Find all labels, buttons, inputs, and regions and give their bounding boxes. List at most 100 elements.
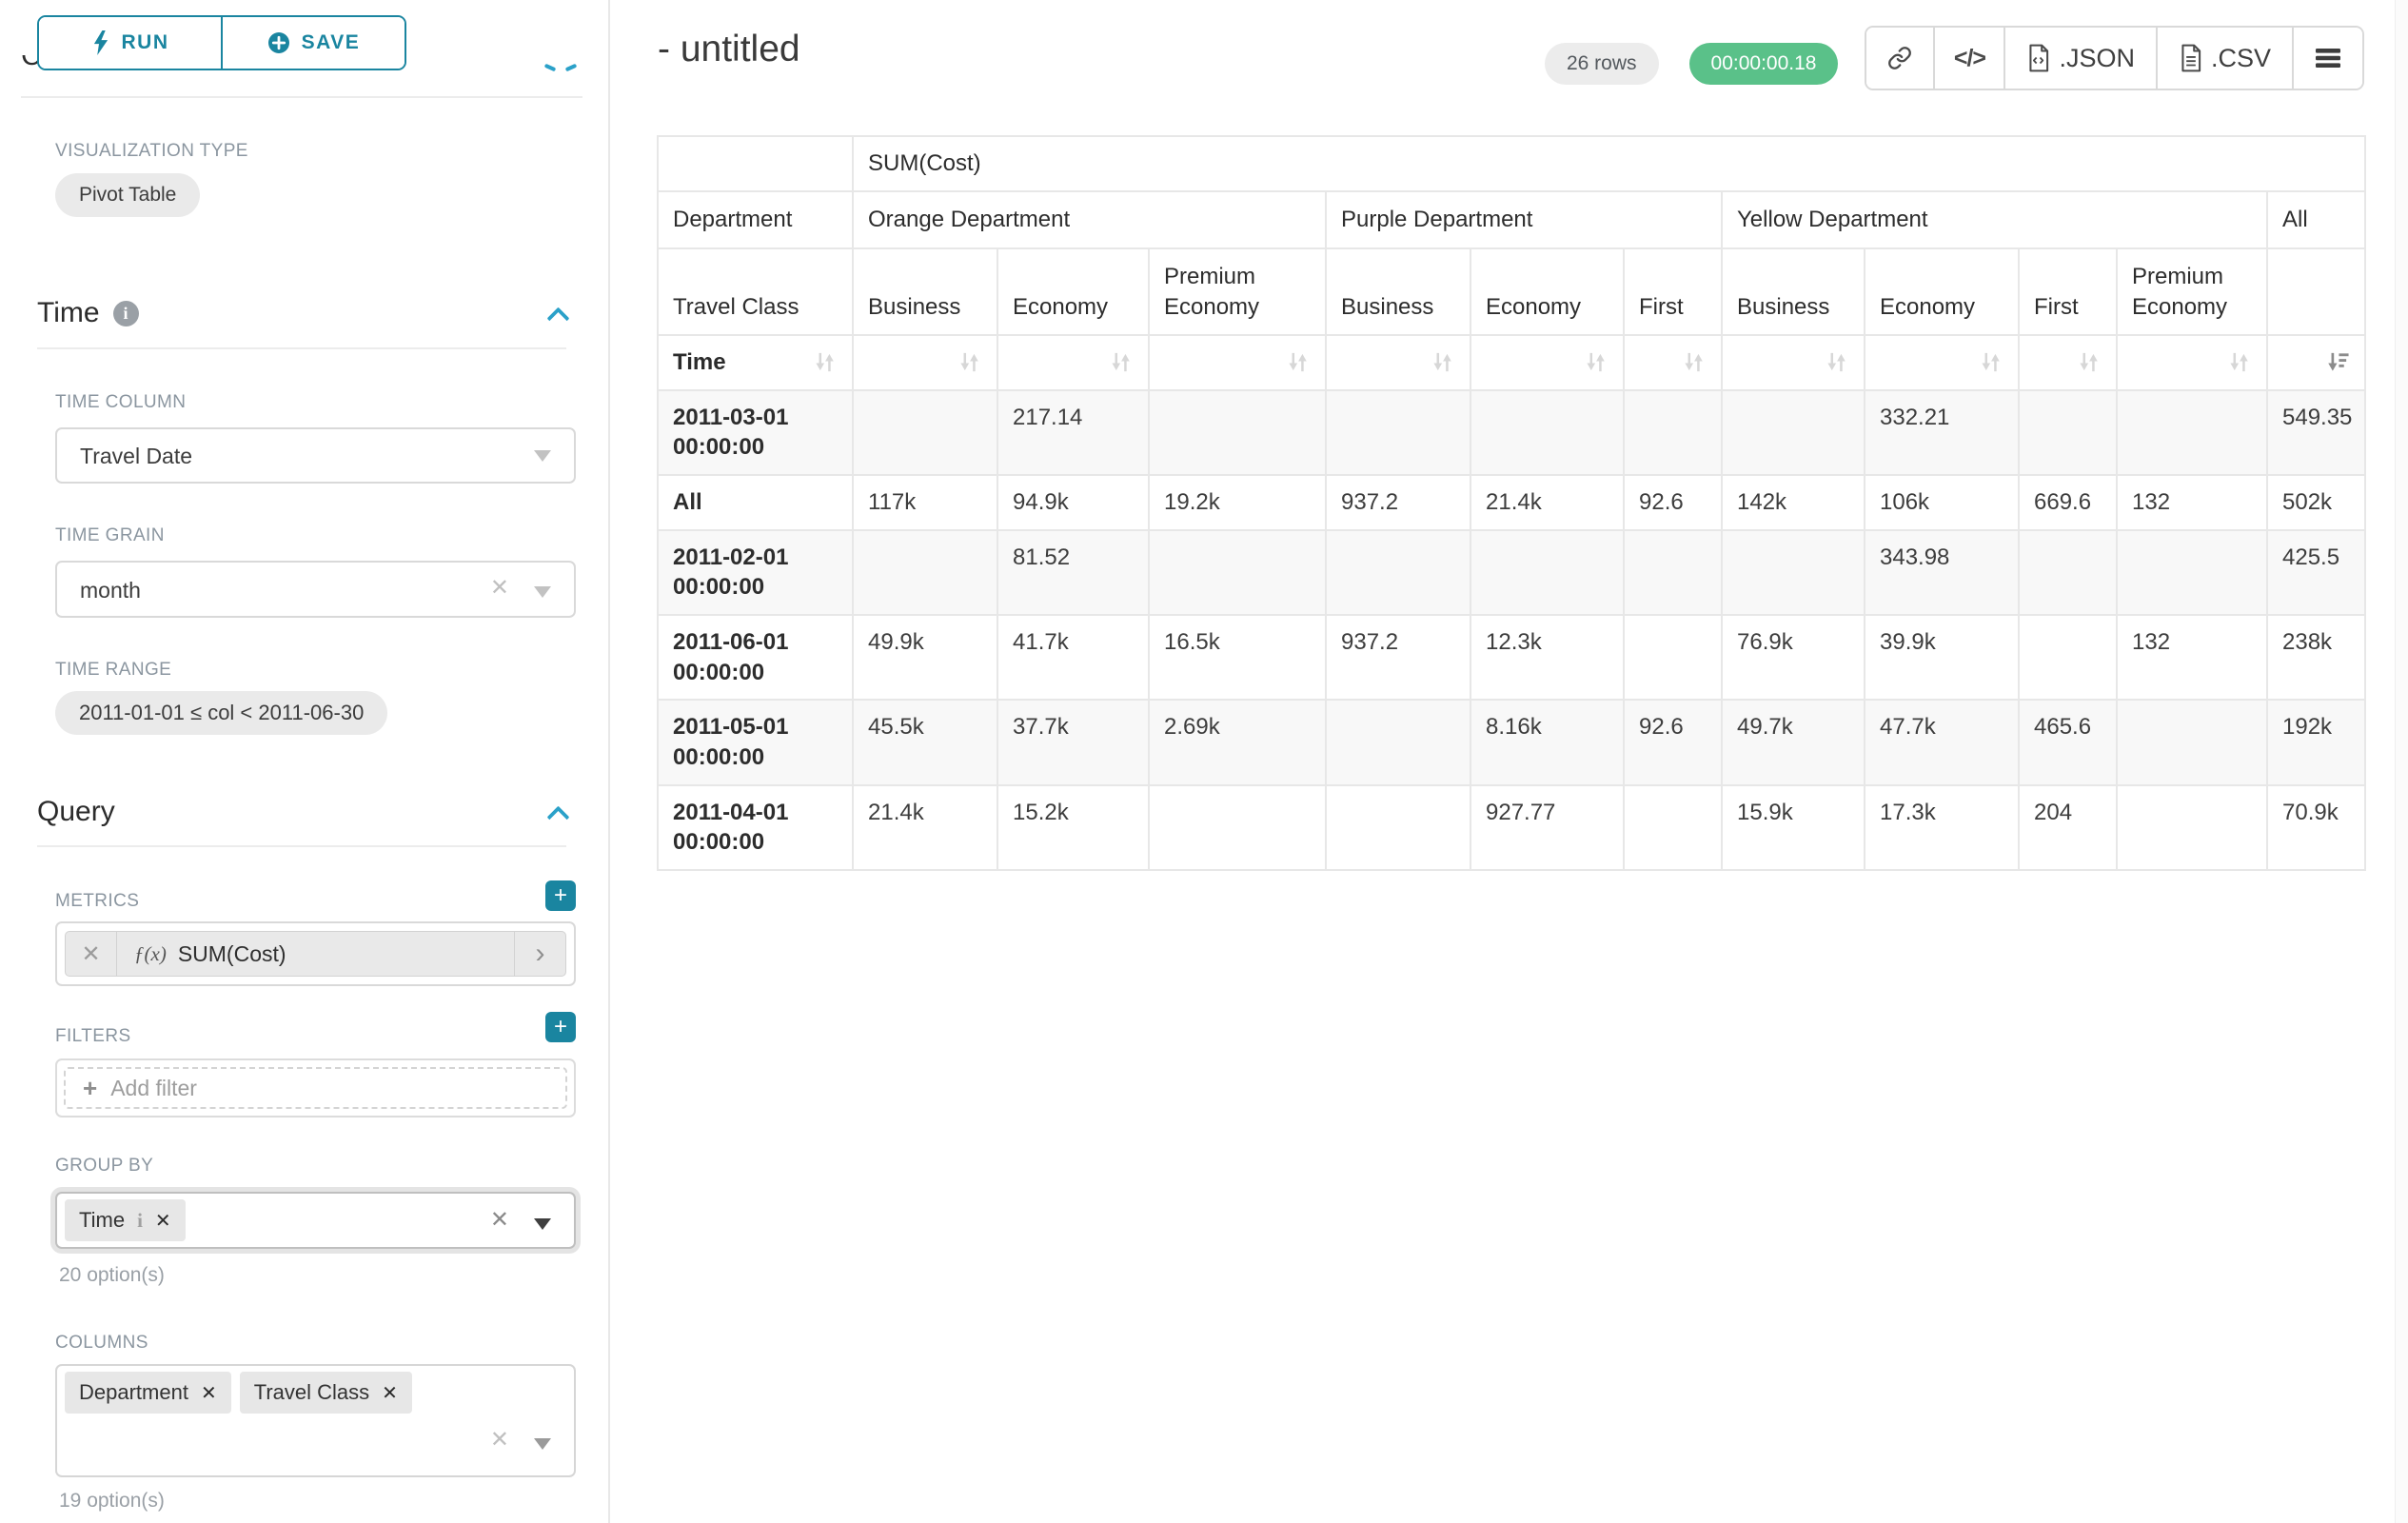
sort-header-cell[interactable] (1150, 335, 1325, 389)
metric-name: SUM(Cost) (177, 940, 286, 966)
travel-class-header (2268, 248, 2365, 334)
sort-header-cell[interactable] (1865, 335, 2018, 389)
chart-type-collapse-icon[interactable] (564, 63, 578, 72)
add-metric-button[interactable]: + (545, 880, 576, 911)
sort-header-cell[interactable] (2118, 335, 2266, 389)
info-icon: i (112, 300, 139, 326)
pivot-cell (1150, 785, 1325, 870)
pivot-cell (2020, 616, 2116, 700)
pivot-cell (2118, 390, 2266, 475)
travel-class-axis-label: Travel Class (659, 248, 852, 334)
add-filter-text: Add filter (110, 1075, 197, 1100)
department-group-header: All (2268, 191, 2365, 247)
sort-header-cell[interactable] (1471, 335, 1623, 389)
sort-icon (1827, 353, 1845, 372)
sort-icon (960, 353, 978, 372)
pivot-cell: 502k (2268, 476, 2365, 529)
pivot-cell: 19.2k (1150, 476, 1325, 529)
pivot-cell: 17.3k (1865, 785, 2018, 870)
metric-pill[interactable]: ✕ ƒ(x) SUM(Cost) › (65, 931, 566, 977)
time-range-label: TIME RANGE (55, 660, 172, 680)
more-options-menu-button[interactable] (2292, 28, 2362, 89)
remove-tag-icon[interactable]: ✕ (382, 1382, 398, 1404)
pivot-cell: 16.5k (1150, 616, 1325, 700)
pivot-cell: 37.7k (998, 701, 1148, 784)
metrics-label: METRICS (55, 891, 140, 911)
pivot-cell: 15.9k (1723, 785, 1864, 870)
view-query-button[interactable]: </> (1933, 28, 2004, 89)
dropdown-caret-icon (534, 1218, 551, 1230)
time-column-select[interactable]: Travel Date (55, 427, 576, 484)
pivot-cell: 238k (2268, 616, 2365, 700)
share-link-button[interactable] (1866, 28, 1934, 89)
group-by-select[interactable]: Time i ✕ ✕ (55, 1192, 576, 1249)
sort-icon (1433, 353, 1451, 372)
run-save-button-group: RUN SAVE (37, 15, 406, 70)
collapse-time-icon[interactable] (546, 307, 570, 330)
pivot-cell: 132 (2118, 476, 2266, 529)
clear-icon[interactable]: ✕ (489, 1427, 509, 1453)
sort-header-cell[interactable] (1625, 335, 1721, 389)
divider (37, 347, 566, 349)
pivot-cell: 15.2k (998, 785, 1148, 870)
expand-metric-icon[interactable]: › (514, 932, 565, 976)
time-grain-select[interactable]: month ✕ (55, 561, 576, 618)
pivot-cell (1625, 616, 1721, 700)
remove-metric-icon[interactable]: ✕ (66, 932, 117, 976)
pivot-cell (1327, 390, 1470, 475)
clear-icon[interactable]: ✕ (489, 1207, 509, 1233)
pivot-cell: 12.3k (1471, 616, 1623, 700)
save-button[interactable]: SAVE (221, 17, 405, 69)
remove-tag-icon[interactable]: ✕ (200, 1382, 217, 1404)
field-tag[interactable]: Time i ✕ (65, 1199, 186, 1241)
panel-divider[interactable] (608, 0, 610, 1523)
dropdown-caret-icon (534, 586, 551, 598)
pivot-cell (1327, 701, 1470, 784)
filters-label: FILTERS (55, 1026, 131, 1046)
department-group-header: Purple Department (1327, 191, 1721, 247)
export-csv-button[interactable]: .CSV (2155, 28, 2292, 89)
csv-file-icon (2181, 44, 2201, 72)
table-row: 2011-03-01 00:00:00 217.14 332.21 549.35 (659, 390, 2365, 475)
collapse-query-icon[interactable] (546, 805, 570, 829)
time-section-header[interactable]: Time i (37, 297, 139, 329)
pivot-cell (854, 530, 997, 615)
sort-header-cell[interactable] (998, 335, 1148, 389)
columns-option-count: 19 option(s) (59, 1490, 165, 1512)
sort-header-cell[interactable] (1327, 335, 1470, 389)
remove-tag-icon[interactable]: ✕ (154, 1210, 171, 1232)
field-tag[interactable]: Department ✕ (65, 1372, 231, 1414)
pivot-cell: 45.5k (854, 701, 997, 784)
sort-desc-icon (2328, 353, 2349, 371)
pivot-cell (1723, 390, 1864, 475)
chart-title[interactable]: - untitled (658, 29, 800, 69)
pivot-cell: 49.9k (854, 616, 997, 700)
export-button-group: </> .JSON .CSV (1865, 26, 2364, 90)
clear-icon[interactable]: ✕ (489, 575, 509, 601)
table-row: 2011-02-01 00:00:00 81.52 343.98 425.5 (659, 530, 2365, 615)
sort-header-cell[interactable] (1723, 335, 1864, 389)
query-section-header[interactable]: Query (37, 796, 115, 827)
pivot-cell: 937.2 (1327, 616, 1470, 700)
run-button[interactable]: RUN (39, 17, 221, 69)
viz-type-pill[interactable]: Pivot Table (55, 173, 201, 217)
add-filter-field[interactable]: + Add filter (55, 1058, 576, 1118)
divider (21, 96, 582, 98)
field-tag[interactable]: Travel Class ✕ (239, 1372, 412, 1414)
time-range-pill[interactable]: 2011-01-01 ≤ col < 2011-06-30 (55, 691, 388, 735)
sort-header-cell[interactable] (2020, 335, 2116, 389)
pivot-cell: 192k (2268, 701, 2365, 784)
sort-header-cell[interactable] (2268, 335, 2365, 389)
vertical-scrollbar[interactable] (2395, 0, 2408, 1523)
pivot-cell: 465.6 (2020, 701, 2116, 784)
travel-class-header: First (2020, 248, 2116, 334)
bolt-icon (93, 30, 108, 55)
add-filter-plus-button[interactable]: + (545, 1012, 576, 1042)
columns-select[interactable]: Department ✕ Travel Class ✕ ✕ (55, 1364, 576, 1477)
pivot-cell: 332.21 (1865, 390, 2018, 475)
sort-header-cell[interactable] (854, 335, 997, 389)
time-sort-header[interactable]: Time (659, 335, 852, 389)
hamburger-menu-icon (2316, 49, 2340, 68)
chart-header-actions: 26 rows 00:00:00.18 </> .JSON .CSV (1544, 26, 2364, 90)
export-json-button[interactable]: .JSON (2003, 28, 2156, 89)
